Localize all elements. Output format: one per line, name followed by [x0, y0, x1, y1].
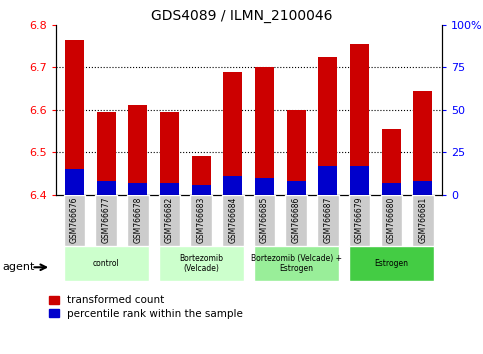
- Bar: [349, 195, 370, 246]
- Text: control: control: [93, 259, 120, 268]
- Text: GSM766687: GSM766687: [324, 197, 332, 243]
- Bar: [224, 72, 242, 195]
- Bar: [64, 246, 149, 281]
- Bar: [350, 44, 369, 195]
- Bar: [254, 195, 275, 246]
- Text: GSM766677: GSM766677: [102, 197, 111, 243]
- Bar: [160, 183, 179, 195]
- Bar: [97, 112, 116, 195]
- Bar: [160, 112, 179, 195]
- Bar: [128, 105, 147, 195]
- Legend: transformed count, percentile rank within the sample: transformed count, percentile rank withi…: [49, 296, 243, 319]
- Text: GSM766686: GSM766686: [292, 197, 301, 243]
- Text: Bortezomib (Velcade) +
Estrogen: Bortezomib (Velcade) + Estrogen: [251, 254, 342, 273]
- Bar: [413, 181, 432, 195]
- Bar: [255, 67, 274, 195]
- Bar: [317, 195, 339, 246]
- Bar: [65, 40, 84, 195]
- Text: GSM766678: GSM766678: [133, 197, 142, 243]
- Bar: [350, 166, 369, 195]
- Bar: [222, 195, 244, 246]
- Text: GSM766679: GSM766679: [355, 197, 364, 243]
- Bar: [287, 110, 306, 195]
- Bar: [349, 246, 434, 281]
- Bar: [285, 195, 307, 246]
- Text: GSM766684: GSM766684: [228, 197, 238, 243]
- Bar: [287, 181, 306, 195]
- Text: Bortezomib
(Velcade): Bortezomib (Velcade): [179, 254, 223, 273]
- Bar: [96, 195, 117, 246]
- Bar: [97, 181, 116, 195]
- Text: GSM766685: GSM766685: [260, 197, 269, 243]
- Bar: [192, 184, 211, 195]
- Bar: [318, 166, 338, 195]
- Bar: [382, 183, 401, 195]
- Bar: [127, 195, 149, 246]
- Bar: [159, 246, 244, 281]
- Bar: [224, 176, 242, 195]
- Text: GSM766681: GSM766681: [418, 197, 427, 243]
- Bar: [382, 129, 401, 195]
- Text: agent: agent: [2, 262, 35, 272]
- Bar: [128, 183, 147, 195]
- Bar: [412, 195, 434, 246]
- Bar: [159, 195, 180, 246]
- Text: GSM766676: GSM766676: [70, 197, 79, 243]
- Bar: [64, 195, 85, 246]
- Bar: [254, 246, 339, 281]
- Text: GDS4089 / ILMN_2100046: GDS4089 / ILMN_2100046: [151, 9, 332, 23]
- Text: GSM766680: GSM766680: [387, 197, 396, 243]
- Bar: [413, 91, 432, 195]
- Bar: [318, 57, 338, 195]
- Bar: [65, 169, 84, 195]
- Bar: [381, 195, 402, 246]
- Bar: [192, 156, 211, 195]
- Bar: [255, 178, 274, 195]
- Text: Estrogen: Estrogen: [374, 259, 408, 268]
- Text: GSM766683: GSM766683: [197, 197, 206, 243]
- Bar: [190, 195, 212, 246]
- Text: GSM766682: GSM766682: [165, 197, 174, 243]
